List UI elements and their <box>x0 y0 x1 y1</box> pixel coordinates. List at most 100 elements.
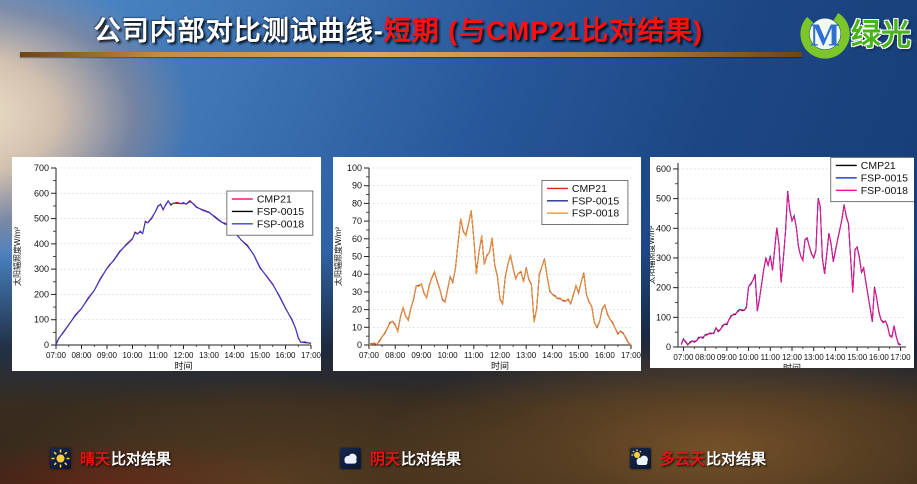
chart-svg: 0 100 200 300 400 500 600 700 07:00 08:00 09:00 10:… <box>12 163 322 371</box>
svg-text:FSP-0018: FSP-0018 <box>861 185 908 197</box>
svg-text:600: 600 <box>656 164 671 174</box>
svg-text:10:00: 10:00 <box>438 351 459 360</box>
svg-text:500: 500 <box>34 214 49 224</box>
svg-text:15:00: 15:00 <box>250 351 271 360</box>
svg-text:14:00: 14:00 <box>825 353 846 362</box>
company-logo: M 绿光 <box>799 2 911 62</box>
svg-text:太阳辐照度W/m²: 太阳辐照度W/m² <box>333 227 343 286</box>
svg-text:15:00: 15:00 <box>569 351 590 360</box>
svg-text:14:00: 14:00 <box>224 351 245 360</box>
svg-text:300: 300 <box>656 253 671 263</box>
svg-text:09:00: 09:00 <box>97 351 118 360</box>
svg-text:CMP21: CMP21 <box>861 160 896 172</box>
svg-text:40: 40 <box>352 269 362 279</box>
svg-text:13:00: 13:00 <box>804 353 825 362</box>
svg-text:16:00: 16:00 <box>275 351 296 360</box>
svg-text:100: 100 <box>347 163 362 173</box>
result-label: 比对结果 <box>401 450 462 468</box>
legend-sunny: 晴天比对结果 <box>50 446 171 470</box>
result-label: 比对结果 <box>706 450 767 468</box>
svg-text:90: 90 <box>352 181 362 191</box>
svg-text:200: 200 <box>34 289 49 299</box>
svg-text:50: 50 <box>352 252 362 262</box>
page-title: 公司内部对比测试曲线-短期 (与CMP21比对结果) <box>0 9 797 48</box>
svg-text:10:00: 10:00 <box>739 353 760 362</box>
svg-text:07:00: 07:00 <box>359 351 380 360</box>
svg-text:时间: 时间 <box>783 362 801 368</box>
svg-text:0: 0 <box>666 342 671 352</box>
chart-sunny-day: 0 100 200 300 400 500 600 700 07:00 08:00 09:00 10:… <box>12 157 322 371</box>
svg-text:200: 200 <box>656 283 671 293</box>
svg-text:07:00: 07:00 <box>673 353 694 362</box>
condition-label: 多云天 <box>660 450 706 468</box>
chart-cloudy-day: 0 100 200 300 400 500 600 07:00 08:00 09:00 10:00 1… <box>646 157 917 373</box>
svg-text:16:00: 16:00 <box>869 353 890 362</box>
svg-text:400: 400 <box>656 223 671 233</box>
svg-text:600: 600 <box>34 188 49 198</box>
legend-cloudy: 多云天比对结果 <box>630 446 766 470</box>
result-label: 比对结果 <box>111 450 172 468</box>
svg-text:17:00: 17:00 <box>301 351 321 360</box>
svg-text:700: 700 <box>34 163 49 173</box>
svg-text:FSP-0015: FSP-0015 <box>257 206 304 218</box>
svg-text:11:00: 11:00 <box>761 353 781 362</box>
sun-icon <box>50 447 71 469</box>
svg-text:10:00: 10:00 <box>122 351 143 360</box>
svg-text:11:00: 11:00 <box>148 351 168 360</box>
svg-text:太阳辐照度W/m²: 太阳辐照度W/m² <box>650 225 656 284</box>
svg-text:09:00: 09:00 <box>411 351 432 360</box>
svg-text:FSP-0018: FSP-0018 <box>257 218 304 230</box>
header: 公司内部对比测试曲线-短期 (与CMP21比对结果) M 绿光 <box>0 0 917 70</box>
chart-overcast-day: 0 10 20 30 40 50 60 70 80 90 100 07:00 08:00 09:00 10:… <box>333 157 642 371</box>
svg-text:08:00: 08:00 <box>71 351 92 360</box>
condition-label: 阴天 <box>370 450 401 468</box>
svg-text:12:00: 12:00 <box>782 353 803 362</box>
svg-text:10: 10 <box>352 322 362 332</box>
svg-text:13:00: 13:00 <box>199 351 220 360</box>
svg-text:07:00: 07:00 <box>46 351 67 360</box>
sun-cloud-icon <box>630 447 651 469</box>
svg-text:12:00: 12:00 <box>490 351 511 360</box>
title-highlight: 短期 (与CMP21比对结果) <box>383 16 704 46</box>
svg-text:08:00: 08:00 <box>695 353 716 362</box>
svg-text:时间: 时间 <box>491 360 509 371</box>
svg-text:12:00: 12:00 <box>173 351 194 360</box>
svg-text:11:00: 11:00 <box>464 351 484 360</box>
svg-text:FSP-0015: FSP-0015 <box>861 172 908 184</box>
svg-text:15:00: 15:00 <box>847 353 868 362</box>
svg-text:30: 30 <box>352 287 362 297</box>
chart-svg: 0 10 20 30 40 50 60 70 80 90 100 07:00 08:00 09:00 10:… <box>333 163 642 371</box>
svg-text:FSP-0018: FSP-0018 <box>572 208 619 220</box>
svg-text:20: 20 <box>352 305 362 315</box>
svg-text:80: 80 <box>352 198 362 208</box>
svg-text:CMP21: CMP21 <box>572 183 607 195</box>
svg-text:CMP21: CMP21 <box>257 194 292 206</box>
svg-text:60: 60 <box>352 234 362 244</box>
svg-text:16:00: 16:00 <box>595 351 616 360</box>
svg-text:13:00: 13:00 <box>516 351 537 360</box>
svg-text:100: 100 <box>34 315 49 325</box>
svg-text:300: 300 <box>34 264 49 274</box>
svg-text:0: 0 <box>357 340 362 350</box>
svg-text:0: 0 <box>44 340 49 350</box>
svg-text:太阳辐照度W/m²: 太阳辐照度W/m² <box>12 227 22 286</box>
svg-text:M: M <box>810 18 840 53</box>
logo-icon: M <box>800 9 850 59</box>
title-main: 公司内部对比测试曲线- <box>93 16 384 46</box>
cloud-icon <box>340 447 361 469</box>
svg-text:FSP-0015: FSP-0015 <box>572 195 619 207</box>
condition-label: 晴天 <box>80 450 111 468</box>
logo-text: 绿光 <box>851 19 911 52</box>
svg-text:09:00: 09:00 <box>717 353 738 362</box>
svg-text:500: 500 <box>656 194 671 204</box>
svg-text:17:00: 17:00 <box>621 351 641 360</box>
svg-text:400: 400 <box>34 239 49 249</box>
legend-overcast: 阴天比对结果 <box>340 446 461 470</box>
svg-text:100: 100 <box>656 312 671 322</box>
svg-text:17:00: 17:00 <box>891 353 912 362</box>
title-divider <box>20 52 802 57</box>
svg-text:时间: 时间 <box>174 360 192 371</box>
svg-text:08:00: 08:00 <box>385 351 406 360</box>
